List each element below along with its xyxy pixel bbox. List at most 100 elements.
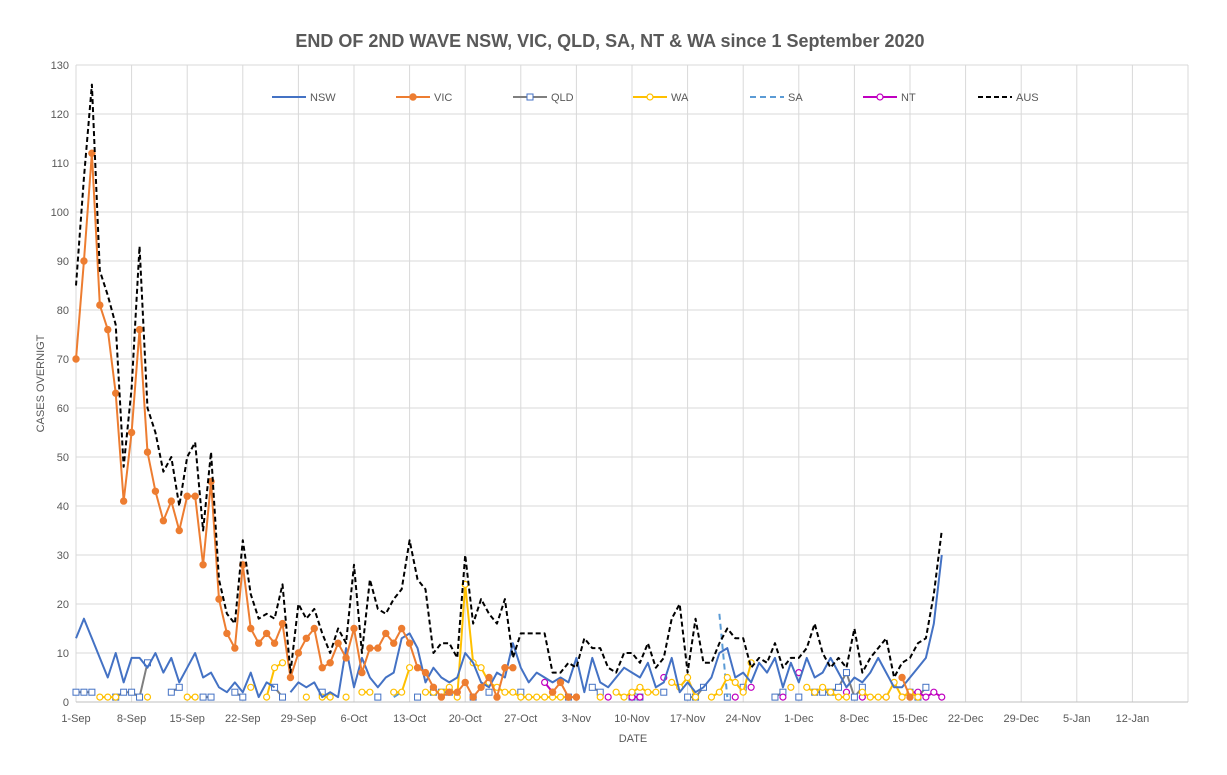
legend: NSW VIC QLD WA SA NT AUS: [272, 92, 1039, 104]
point-wa: [278, 659, 287, 667]
line-sa: [393, 691, 403, 698]
point-wa: [143, 693, 152, 701]
point-vic: [310, 624, 318, 633]
x-tick-label: 22-Sep: [225, 713, 260, 725]
point-nt: [604, 693, 612, 701]
point-wa: [898, 693, 906, 701]
point-qld: [795, 693, 803, 701]
point-vic: [572, 693, 581, 701]
point-vic: [119, 497, 128, 505]
line-sa: [718, 613, 729, 698]
point-qld: [175, 683, 183, 691]
point-qld: [526, 93, 534, 101]
x-tick-label: 1-Dec: [784, 713, 814, 725]
point-vic: [215, 595, 223, 603]
point-wa: [914, 693, 922, 701]
legend-item-qld: QLD: [513, 92, 574, 104]
point-vic: [485, 673, 493, 682]
x-tick-label: 12-Jan: [1116, 713, 1150, 725]
point-vic: [318, 664, 326, 672]
point-qld: [199, 693, 207, 701]
point-wa: [326, 693, 334, 701]
point-wa: [533, 693, 541, 701]
point-vic: [247, 624, 255, 633]
point-vic: [72, 355, 80, 363]
point-qld: [771, 693, 779, 701]
point-qld: [72, 688, 80, 696]
y-tick-label: 20: [57, 599, 69, 611]
legend-item-wa: WA: [633, 92, 689, 104]
point-wa: [819, 683, 827, 691]
point-wa: [707, 693, 716, 701]
point-vic: [80, 257, 88, 265]
point-qld: [120, 688, 128, 696]
point-vic: [143, 448, 152, 456]
series-aus: [75, 83, 943, 679]
x-tick-label: 15-Sep: [169, 713, 204, 725]
point-vic: [302, 634, 311, 642]
point-nt: [747, 683, 755, 691]
point-wa: [509, 688, 517, 696]
point-wa: [882, 693, 890, 701]
y-tick-label: 50: [57, 452, 69, 464]
point-vic: [906, 693, 914, 701]
point-vic: [191, 492, 199, 500]
point-vic: [159, 517, 168, 525]
point-wa: [191, 693, 199, 701]
point-wa: [612, 688, 620, 696]
point-vic: [286, 673, 295, 682]
point-wa: [263, 693, 271, 701]
point-nt: [930, 688, 938, 696]
point-wa: [644, 688, 652, 696]
point-wa: [112, 693, 120, 701]
point-vic: [405, 639, 414, 647]
point-wa: [96, 693, 104, 701]
point-nt: [922, 693, 930, 701]
point-vic: [409, 93, 417, 101]
point-vic: [366, 644, 374, 652]
point-vic: [413, 664, 422, 672]
point-vic: [564, 693, 573, 701]
series-vic: [72, 149, 914, 701]
legend-label: NT: [901, 92, 916, 104]
point-vic: [350, 624, 358, 633]
point-vic: [127, 428, 136, 437]
point-vic: [199, 561, 207, 569]
legend-label: SA: [788, 92, 803, 104]
point-wa: [104, 693, 112, 701]
point-qld: [835, 683, 843, 691]
point-qld: [279, 693, 287, 701]
point-vic: [548, 688, 557, 696]
point-qld: [922, 683, 930, 691]
point-wa: [247, 683, 255, 691]
chart-title: END OF 2ND WAVE NSW, VIC, QLD, SA, NT & …: [295, 31, 924, 51]
y-tick-label: 80: [57, 305, 69, 317]
point-vic: [501, 664, 509, 672]
point-wa: [358, 688, 366, 696]
point-vic: [326, 659, 334, 667]
x-axis-title: DATE: [619, 733, 648, 745]
line-nsw: [75, 617, 276, 699]
point-qld: [588, 683, 596, 691]
x-tick-label: 29-Dec: [1003, 713, 1039, 725]
x-tick-label: 8-Sep: [117, 713, 146, 725]
point-vic: [254, 639, 263, 647]
point-vic: [556, 678, 565, 687]
y-tick-label: 30: [57, 550, 69, 562]
point-qld: [167, 688, 175, 696]
y-tick-label: 70: [57, 354, 69, 366]
y-tick-label: 100: [51, 207, 69, 219]
line-aus: [75, 83, 943, 679]
x-tick-label: 29-Sep: [281, 713, 316, 725]
point-vic: [382, 629, 390, 638]
x-tick-label: 5-Jan: [1063, 713, 1091, 725]
point-vic: [104, 325, 112, 334]
point-vic: [390, 639, 398, 647]
point-vic: [397, 624, 406, 633]
legend-item-sa: SA: [750, 92, 803, 104]
point-wa: [715, 688, 723, 696]
point-vic: [429, 683, 438, 691]
legend-item-aus: AUS: [978, 92, 1039, 104]
point-qld: [239, 693, 247, 701]
